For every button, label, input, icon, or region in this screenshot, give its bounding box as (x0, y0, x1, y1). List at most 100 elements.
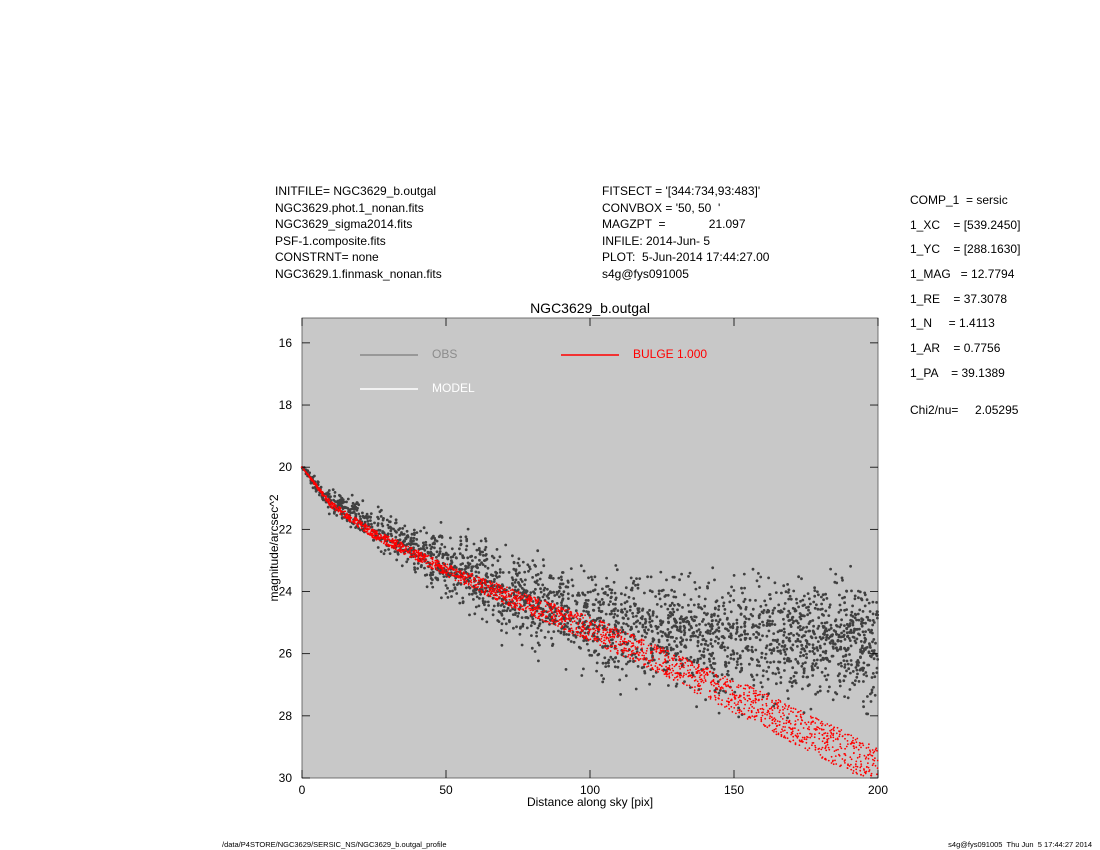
bulge-point (797, 735, 799, 738)
obs-point (444, 551, 448, 555)
bulge-point (339, 507, 342, 509)
obs-point (518, 564, 521, 568)
obs-point (797, 575, 800, 579)
obs-point (799, 651, 803, 654)
bulge-point (777, 701, 780, 704)
bulge-point (434, 564, 436, 567)
obs-point (611, 641, 615, 645)
bulge-point (618, 634, 621, 637)
obs-point (514, 585, 517, 589)
bulge-point (550, 609, 552, 612)
obs-point (790, 684, 794, 688)
bulge-point (823, 742, 826, 745)
legend-label-bulge: BULGE 1.000 (633, 347, 707, 361)
bulge-point (794, 720, 797, 722)
obs-point (729, 636, 733, 640)
bulge-point (852, 752, 855, 755)
obs-point (873, 693, 877, 697)
obs-point (779, 675, 783, 679)
obs-point (466, 556, 470, 560)
obs-point (538, 622, 542, 625)
bulge-point (496, 588, 499, 591)
obs-point (613, 602, 617, 606)
bulge-point (462, 575, 464, 577)
obs-point (736, 657, 740, 661)
bulge-point (822, 728, 825, 731)
obs-point (717, 608, 720, 611)
obs-point (739, 638, 743, 642)
obs-point (703, 604, 707, 608)
bulge-point (599, 639, 601, 642)
obs-point (690, 671, 694, 675)
obs-point (707, 622, 710, 626)
bulge-point (587, 639, 590, 642)
obs-point (413, 568, 417, 571)
obs-point (869, 646, 872, 649)
bulge-point (548, 607, 551, 610)
obs-point (855, 618, 858, 622)
bulge-point (724, 682, 726, 685)
bulge-point (699, 678, 702, 681)
obs-point (605, 585, 608, 588)
bulge-point (586, 620, 588, 623)
y-tick-label: 18 (279, 398, 293, 412)
obs-point (461, 556, 465, 559)
bulge-point (848, 765, 851, 767)
bulge-point (717, 683, 720, 685)
bulge-point (743, 713, 746, 715)
bulge-point (627, 640, 630, 642)
obs-point (535, 579, 539, 582)
obs-point (738, 654, 742, 658)
obs-point (536, 549, 540, 553)
bulge-point (607, 638, 610, 640)
bulge-point (679, 658, 682, 661)
bulge-point (444, 571, 447, 573)
bulge-point (655, 650, 658, 653)
bulge-point (598, 625, 601, 628)
bulge-point (789, 740, 792, 743)
obs-point (539, 587, 542, 591)
bulge-point (554, 624, 557, 626)
obs-point (469, 555, 472, 559)
bulge-point (868, 743, 870, 746)
obs-point (502, 605, 506, 609)
bulge-point (405, 547, 408, 550)
bulge-point (801, 719, 804, 722)
bulge-point (457, 574, 459, 577)
bulge-point (613, 636, 616, 639)
bulge-point (829, 735, 832, 737)
obs-point (467, 563, 471, 567)
bulge-point (844, 754, 847, 757)
bulge-point (563, 610, 566, 612)
obs-point (838, 603, 842, 607)
obs-point (609, 655, 613, 659)
obs-point (579, 646, 582, 650)
obs-point (626, 617, 630, 621)
bulge-point (574, 613, 577, 616)
bulge-point (839, 745, 842, 748)
bulge-point (430, 557, 432, 560)
obs-point (836, 639, 840, 643)
obs-point (632, 660, 635, 663)
obs-point (446, 596, 450, 599)
obs-point (619, 693, 622, 696)
bulge-point (380, 540, 383, 543)
bulge-point (748, 707, 751, 710)
obs-point (484, 573, 488, 577)
obs-point (813, 586, 816, 590)
obs-point (625, 662, 628, 666)
bulge-point (824, 732, 827, 734)
obs-point (719, 646, 723, 649)
obs-point (851, 621, 855, 625)
obs-point (614, 564, 618, 567)
obs-point (595, 669, 598, 673)
obs-point (727, 622, 730, 626)
obs-point (432, 553, 436, 557)
obs-point (663, 602, 667, 606)
bulge-point (852, 745, 855, 748)
bulge-point (609, 641, 611, 644)
bulge-point (688, 684, 691, 687)
bulge-point (595, 627, 598, 629)
bulge-point (833, 750, 836, 752)
